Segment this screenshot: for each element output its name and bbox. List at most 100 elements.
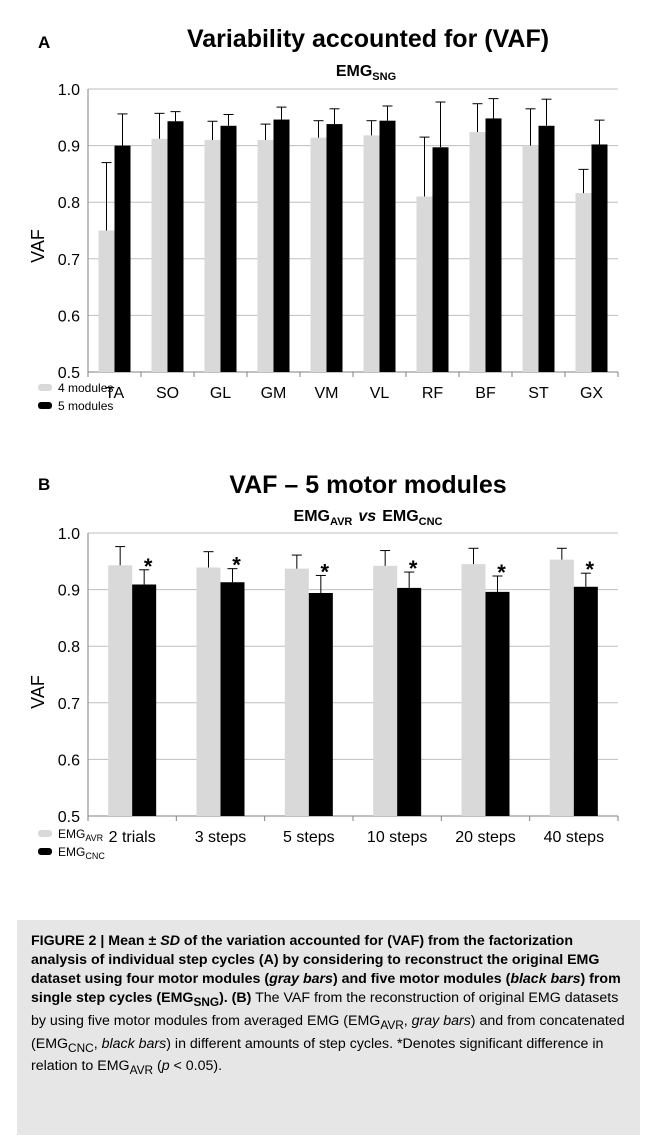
panel-a-bar-series-1 (416, 196, 433, 372)
panel-b-bar-series-1 (108, 565, 133, 816)
caption-gray-bars-bold: gray bars (269, 971, 333, 987)
panel-b-subtitle: EMGAVR vs EMGCNC (294, 508, 443, 528)
panel-a-xtick-label: RF (422, 385, 444, 402)
panel-b-legend-label-base: EMG (58, 827, 85, 841)
caption-bold-3: ) and five motor modules ( (332, 971, 511, 987)
panel-b-significance-star: * (409, 556, 418, 581)
panel-a-bar-series-2 (485, 118, 502, 372)
caption-text-6: ( (153, 1058, 162, 1075)
panel-b-ytick-label: 1.0 (58, 526, 80, 543)
panel-b-letter: B (38, 475, 50, 494)
panel-b-significance-star: * (497, 560, 506, 585)
panel-b-bar-series-2 (573, 586, 598, 816)
panel-a-bar-series-1 (98, 230, 115, 372)
panel-b-subtitle-cnc: CNC (419, 516, 443, 528)
panel-a-title: Variability accounted for (VAF) (187, 25, 549, 53)
panel-b-subtitle-vs: vs (358, 508, 376, 525)
panel-b-bar-series-2 (132, 584, 157, 816)
caption-text-2: , (403, 1012, 412, 1029)
panel-a-bar-series-1 (575, 193, 592, 372)
panel-b-subtitle-emg2: EMG (382, 508, 418, 525)
caption-p: p (161, 1058, 170, 1075)
panel-a-xtick-label: BF (475, 385, 496, 402)
panel-a-bar-series-2 (114, 145, 131, 372)
panel-b-significance-star: * (232, 553, 241, 578)
caption-cnc: CNC (68, 1040, 94, 1055)
panel-b-bar-series-1 (196, 567, 221, 816)
panel-b-bar-series-1 (461, 564, 486, 816)
panel-b-significance-star: * (321, 559, 330, 584)
panel-a-bar-series-2 (538, 125, 555, 372)
panel-a-bar-series-2 (591, 144, 608, 372)
caption-bold-4: ) from single step cycles (EMG (31, 971, 621, 1006)
panel-a-xtick-label: GX (580, 385, 603, 402)
caption-sd: SD (160, 933, 180, 949)
panel-a-xtick-label: VM (315, 385, 339, 402)
panel-a-bar-series-1 (204, 139, 221, 372)
panel-b-significance-star: * (144, 554, 153, 579)
panel-b-ytick-label: 0.6 (58, 752, 80, 769)
panel-b-xtick-label: 2 trials (109, 829, 156, 846)
panel-b-bar-series-2 (308, 592, 333, 816)
panel-a-bar-series-1 (151, 138, 168, 372)
panel-a-bar-series-2 (432, 147, 449, 372)
caption-bold-1: Mean ± (108, 933, 161, 949)
panel-a-bar-series-1 (522, 145, 539, 372)
panel-b-legend-swatch-1 (38, 830, 52, 837)
panel-a-xtick-label: GM (261, 385, 287, 402)
panel-a-ytick-label: 0.7 (58, 252, 80, 269)
caption-gray-bars: gray bars (411, 1012, 471, 1029)
panel-b-bar-series-2 (397, 587, 422, 816)
panel-b-legend-swatch-2 (38, 848, 52, 855)
panel-a-legend-swatch-2 (38, 402, 52, 409)
panel-a-xtick-label: SO (156, 385, 179, 402)
panel-b-ytick-label: 0.7 (58, 696, 80, 713)
caption-text-3: ) and from concatenated (EMG (31, 1012, 625, 1052)
panel-a-legend-swatch-1 (38, 384, 52, 391)
panel-a-ytick-label: 0.5 (58, 365, 80, 382)
panel-a-xtick-label: GL (210, 385, 231, 402)
panel-a-xtick-label: TA (105, 385, 125, 402)
panel-b-xtick-label: 5 steps (283, 829, 335, 846)
panel-b-bar-series-1 (549, 559, 574, 816)
panel-a-ylabel: VAF (28, 229, 48, 263)
panel-b-significance-star: * (586, 557, 595, 582)
caption-avr: AVR (380, 1017, 404, 1032)
panel-a-bar-series-1 (363, 135, 380, 372)
panel-a-bar-series-2 (273, 119, 290, 373)
panel-b-legend-label-base: EMG (58, 845, 85, 859)
panel-a-bar-series-1 (257, 139, 274, 372)
panel-a-letter: A (38, 33, 50, 52)
panel-a-bar-series-2 (167, 121, 184, 373)
panel-b-subtitle-emg1: EMG (294, 508, 330, 525)
panel-a-ytick-label: 0.6 (58, 308, 80, 325)
panel-b-ylabel: VAF (28, 675, 48, 709)
panel-a-xtick-label: ST (528, 385, 549, 402)
panel-b-ytick-label: 0.5 (58, 809, 80, 826)
panel-a-subtitle-sub: SNG (372, 71, 396, 83)
caption-figure-label: FIGURE 2 | (31, 933, 109, 949)
panel-b-title: VAF – 5 motor modules (229, 471, 506, 499)
panel-a-plot: 0.5 0.6 0.7 0.8 0.9 1.0 TA SO GL GM VM VL RF BF ST GX 4 … (38, 82, 619, 413)
caption-bold-2: of the variation accounted for (VAF) fro… (31, 933, 600, 987)
panel-b-plot: 0.5 0.6 0.7 0.8 0.9 1.0 2 trials * 3 steps * 5 ste… (38, 526, 619, 861)
caption-black-bars-bold: black bars (510, 971, 581, 987)
panel-b-legend-label-sub: CNC (85, 851, 105, 861)
panel-a-bar-series-2 (220, 125, 237, 372)
panel-b-subtitle-avr: AVR (330, 516, 352, 528)
panel-b-xtick-label: 20 steps (455, 829, 515, 846)
panel-b-legend-label-1: EMGAVR (58, 827, 104, 843)
panel-b-ytick-label: 0.9 (58, 583, 80, 600)
panel-b-xtick-label: 10 steps (367, 829, 427, 846)
panel-a-bar-series-2 (379, 120, 396, 372)
caption-sng: SNG (193, 994, 220, 1009)
panel-a-subtitle-base: EMG (336, 63, 372, 80)
panel-b-legend-label-2: EMGCNC (58, 845, 105, 861)
panel-b-bar-series-1 (284, 568, 309, 816)
panel-a-bar-series-1 (469, 132, 486, 372)
panel-a-ytick-label: 0.8 (58, 195, 80, 212)
panel-b-legend-label-sub: AVR (85, 833, 103, 843)
panel-a-ytick-label: 0.9 (58, 139, 80, 156)
caption-text-1: The VAF from the reconstruction of origi… (31, 990, 619, 1029)
